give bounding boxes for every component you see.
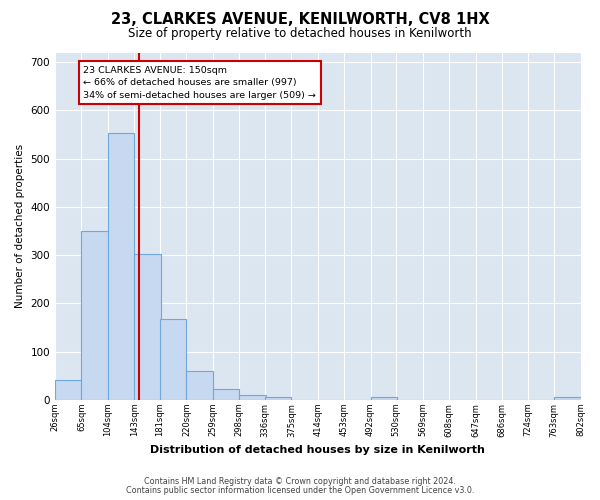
Bar xyxy=(187,371,213,400)
Bar xyxy=(108,133,134,400)
Bar xyxy=(554,396,581,400)
Bar xyxy=(213,390,239,400)
Text: 23, CLARKES AVENUE, KENILWORTH, CV8 1HX: 23, CLARKES AVENUE, KENILWORTH, CV8 1HX xyxy=(110,12,490,28)
Text: Contains public sector information licensed under the Open Government Licence v3: Contains public sector information licen… xyxy=(126,486,474,495)
Text: 23 CLARKES AVENUE: 150sqm
← 66% of detached houses are smaller (997)
34% of semi: 23 CLARKES AVENUE: 150sqm ← 66% of detac… xyxy=(83,66,316,100)
Bar xyxy=(134,254,161,400)
Bar xyxy=(265,396,292,400)
Text: Size of property relative to detached houses in Kenilworth: Size of property relative to detached ho… xyxy=(128,28,472,40)
Bar xyxy=(371,398,397,400)
Bar xyxy=(55,380,82,400)
X-axis label: Distribution of detached houses by size in Kenilworth: Distribution of detached houses by size … xyxy=(151,445,485,455)
Bar xyxy=(82,231,108,400)
Bar xyxy=(239,394,266,400)
Text: Contains HM Land Registry data © Crown copyright and database right 2024.: Contains HM Land Registry data © Crown c… xyxy=(144,477,456,486)
Y-axis label: Number of detached properties: Number of detached properties xyxy=(15,144,25,308)
Bar xyxy=(160,319,187,400)
